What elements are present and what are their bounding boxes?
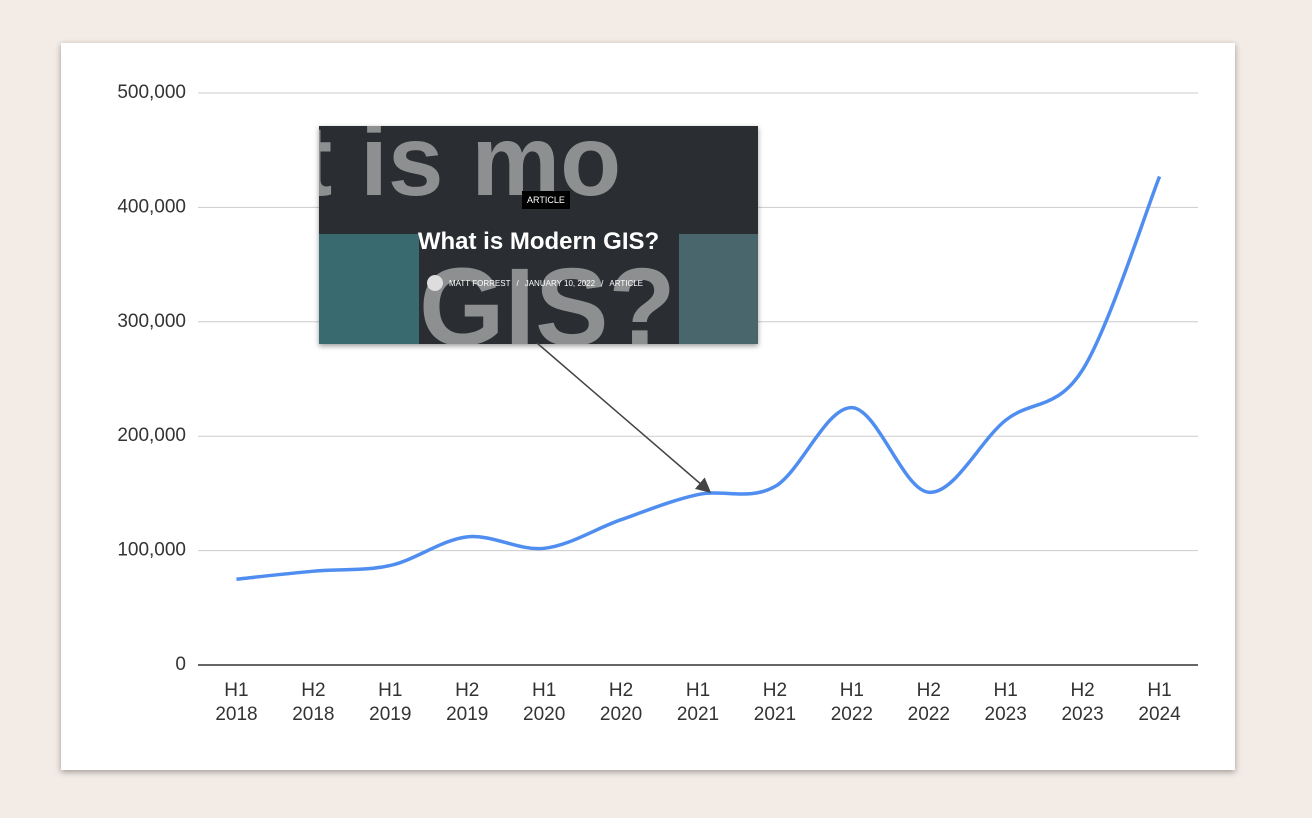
meta-item: MATT FORREST	[449, 278, 511, 288]
meta: MATT FORREST / JANUARY 10, 2022 / ARTICLE	[427, 275, 643, 291]
annotation-image: t is mo GIS? ARTICLE What is Modern GIS?…	[319, 126, 758, 344]
x-tick-label: H1 2022	[830, 680, 873, 725]
x-tick-label: H2 2019	[446, 680, 489, 725]
x-tick-label: H1 2021	[676, 680, 720, 725]
x-tick-label: H2 2022	[907, 680, 950, 725]
band	[319, 206, 758, 234]
line	[236, 175, 1162, 581]
badge: ARTICLE	[522, 191, 570, 209]
x-tick-label: H2 2021	[753, 680, 797, 725]
y-tick-label: 300,000	[117, 311, 186, 332]
x-tick-label: H2 2023	[1061, 680, 1104, 725]
x-tick-label: H2 2018	[292, 680, 335, 725]
y-tick-label: 400,000	[117, 196, 186, 217]
x-tick-label: H1 2019	[369, 680, 412, 725]
x-tick-label: H1 2020	[523, 680, 566, 725]
y-tick-label: 0	[175, 654, 186, 675]
y-tick-label: 100,000	[117, 540, 186, 561]
x-tick-label: H1 2018	[215, 680, 258, 725]
map-decoration	[679, 234, 758, 344]
avatar	[427, 275, 443, 291]
background-text: GIS?	[419, 246, 676, 344]
meta-item: /	[601, 278, 604, 288]
background-text: t is mo	[319, 126, 622, 217]
meta-item: ARTICLE	[609, 278, 644, 288]
meta-item: /	[516, 278, 519, 288]
y-tick-label: 200,000	[117, 425, 186, 446]
annotation-title: What is Modern GIS?	[417, 228, 660, 255]
y-tick-label: 500,000	[117, 82, 186, 103]
meta-item: JANUARY 10, 2022	[524, 278, 596, 288]
x-tick-label: H1 2024	[1138, 680, 1181, 725]
map-decoration	[319, 234, 419, 344]
x-tick-label: H2 2020	[599, 680, 643, 725]
x-tick-label: H1 2023	[984, 680, 1027, 725]
